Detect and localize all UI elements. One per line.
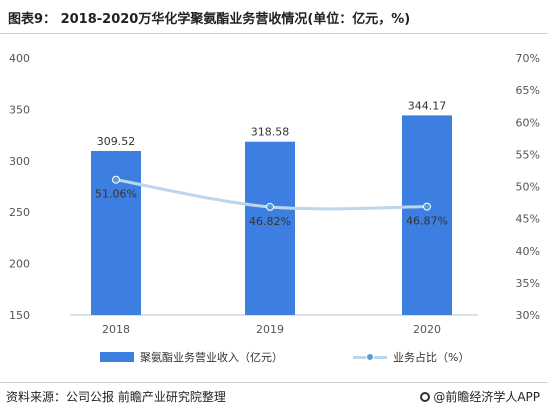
bar-series: 309.52 318.58 344.17	[91, 99, 452, 315]
right-axis: 70% 65% 60% 55% 50% 45% 40% 35% 30%	[516, 52, 540, 322]
line-point	[423, 202, 431, 211]
bar-value-label: 318.58	[251, 126, 290, 139]
bar-value-label: 309.52	[97, 135, 136, 148]
legend-line-label: 业务占比（%）	[393, 351, 470, 364]
source-note: 资料来源：公司公报 前瞻产业研究院整理	[6, 390, 226, 404]
line-series: 51.06% 46.82% 46.87%	[95, 175, 448, 228]
line-value-label: 46.87%	[406, 215, 448, 228]
bar-value-label: 344.17	[408, 99, 447, 112]
x-tick-label: 2019	[256, 323, 284, 336]
left-tick-label: 350	[9, 103, 30, 116]
bar	[91, 151, 141, 315]
right-tick-label: 60%	[516, 116, 540, 129]
right-tick-label: 40%	[516, 245, 540, 258]
right-tick-label: 30%	[516, 309, 540, 322]
line-point	[266, 202, 274, 211]
left-tick-label: 150	[9, 309, 30, 322]
chart-title: 图表9： 2018-2020万华化学聚氨酯业务营收情况(单位：亿元，%)	[8, 12, 411, 27]
line-point	[112, 175, 120, 184]
legend-bar-label: 聚氨酯业务营业收入（亿元）	[140, 351, 283, 364]
legend-line-swatch	[353, 352, 387, 362]
bar	[402, 115, 452, 315]
x-tick-label: 2018	[102, 323, 130, 336]
x-tick-label: 2020	[413, 323, 441, 336]
x-axis: 2018 2019 2020	[102, 323, 441, 336]
legend-bar-swatch	[100, 352, 134, 362]
right-tick-label: 50%	[516, 181, 540, 194]
right-tick-label: 65%	[516, 84, 540, 97]
title-divider	[0, 33, 548, 34]
line-value-label: 51.06%	[95, 188, 137, 201]
bar	[245, 141, 295, 315]
brand-label: @前瞻经济学人APP	[433, 390, 540, 404]
right-tick-label: 70%	[516, 52, 540, 65]
left-tick-label: 400	[9, 52, 30, 65]
right-tick-label: 35%	[516, 277, 540, 290]
brand-logo-icon	[420, 391, 431, 402]
left-tick-label: 250	[9, 206, 30, 219]
right-tick-label: 45%	[516, 213, 540, 226]
left-tick-label: 300	[9, 155, 30, 168]
legend: 聚氨酯业务营业收入（亿元） 业务占比（%）	[100, 349, 469, 365]
footer-divider	[0, 382, 548, 383]
brand-credit: @前瞻经济学人APP	[420, 388, 540, 405]
right-tick-label: 55%	[516, 148, 540, 161]
left-tick-label: 200	[9, 258, 30, 271]
line-value-label: 46.82%	[249, 215, 291, 228]
left-axis: 400 350 300 250 200 150	[9, 52, 30, 322]
